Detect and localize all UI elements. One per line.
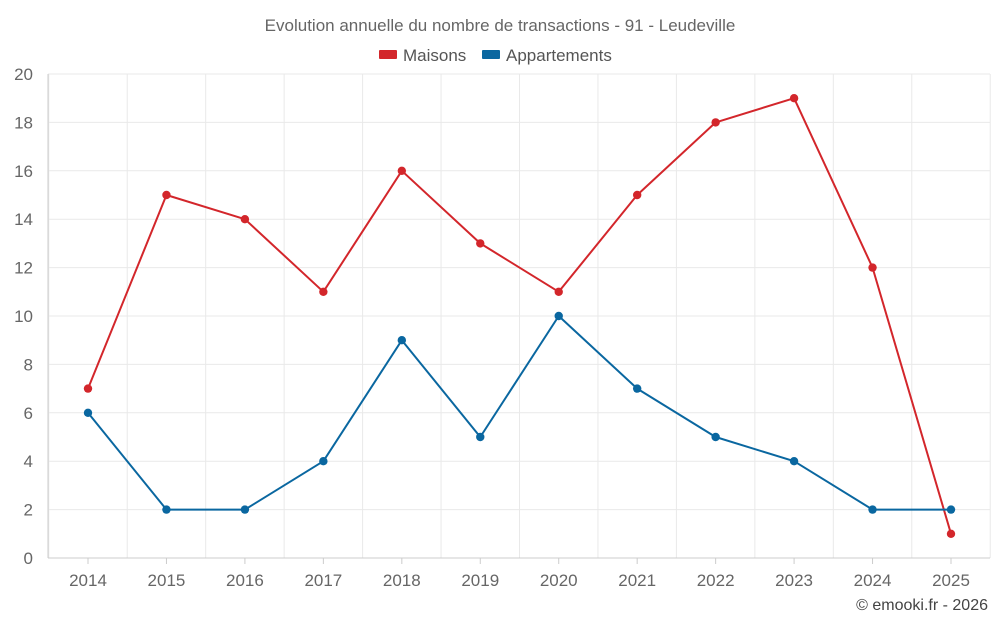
axes: 0 2 4 6 8 10 12 14 16 18 20 2014 2015 2016 2017 2018 201…: [14, 65, 990, 590]
series-line-appartements: [87, 315, 951, 511]
data-point: [162, 190, 171, 200]
data-point: [240, 505, 250, 514]
credit-text: © emooki.fr - 2026: [856, 597, 988, 614]
y-tick-label: 14: [14, 210, 33, 229]
series-lines: [83, 94, 956, 538]
data-point: [711, 432, 720, 442]
data-point: [868, 505, 877, 514]
data-point: [554, 311, 563, 321]
y-tick-label: 0: [24, 549, 33, 568]
y-tick-label: 20: [14, 65, 33, 84]
data-point: [946, 529, 956, 538]
x-tick-label: 2016: [226, 571, 264, 590]
data-point: [319, 287, 328, 296]
y-tick-label: 8: [24, 355, 33, 374]
x-tick-label: 2020: [540, 571, 578, 590]
data-point: [789, 457, 799, 466]
x-tick-label: 2022: [697, 571, 735, 590]
series-maisons: [83, 94, 956, 538]
y-tick-label: 16: [14, 162, 33, 181]
x-tick-label: 2023: [775, 571, 813, 590]
y-tick-label: 4: [24, 452, 33, 471]
x-tick-label: 2019: [461, 571, 499, 590]
x-tick-label: 2014: [69, 571, 107, 590]
x-tick-label: 2018: [383, 571, 421, 590]
y-tick-label: 12: [14, 259, 33, 278]
y-tick-label: 6: [24, 404, 33, 423]
data-point: [319, 457, 328, 466]
data-point: [83, 384, 93, 393]
data-point: [632, 190, 642, 200]
data-point: [83, 408, 93, 417]
data-point: [789, 94, 799, 103]
y-tick-label: 2: [24, 501, 33, 520]
series-line-maisons: [87, 97, 952, 535]
data-point: [946, 505, 956, 514]
gridlines: [48, 73, 991, 558]
legend-item-appartements: Appartements: [482, 46, 612, 65]
x-tick-label: 2024: [854, 571, 892, 590]
y-tick-label: 10: [14, 307, 33, 326]
data-point: [632, 384, 642, 393]
x-tick-label: 2015: [148, 571, 186, 590]
legend-item-maisons: Maisons: [379, 46, 466, 65]
y-tick-label: 18: [14, 113, 33, 132]
x-tick-label: 2021: [618, 571, 656, 590]
legend-swatch: [482, 50, 500, 59]
legend-swatch: [379, 50, 397, 59]
data-point: [397, 336, 407, 345]
x-tick-label: 2017: [304, 571, 342, 590]
data-point: [397, 166, 407, 175]
x-tick-label: 2025: [932, 571, 970, 590]
legend: Maisons Appartements: [379, 46, 612, 65]
data-point: [162, 505, 171, 514]
data-point: [868, 263, 877, 272]
chart-title: Evolution annuelle du nombre de transact…: [265, 16, 736, 35]
data-point: [240, 215, 250, 224]
series-appartements: [83, 311, 956, 514]
data-point: [711, 118, 720, 127]
data-point: [476, 432, 485, 442]
data-point: [476, 239, 485, 248]
data-point: [554, 287, 563, 296]
legend-label: Maisons: [403, 46, 466, 65]
legend-label: Appartements: [506, 46, 612, 65]
